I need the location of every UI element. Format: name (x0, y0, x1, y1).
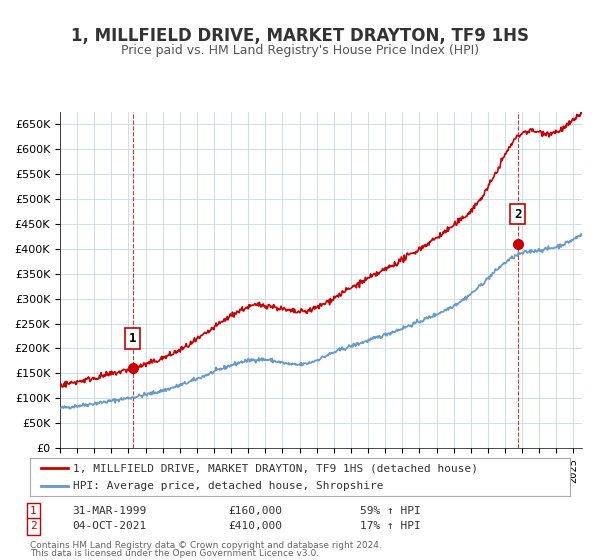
Text: 59% ↑ HPI: 59% ↑ HPI (360, 506, 421, 516)
Text: £160,000: £160,000 (228, 506, 282, 516)
Text: 1: 1 (30, 506, 37, 516)
Text: 17% ↑ HPI: 17% ↑ HPI (360, 521, 421, 531)
Text: 2: 2 (514, 208, 521, 221)
Text: Contains HM Land Registry data © Crown copyright and database right 2024.: Contains HM Land Registry data © Crown c… (30, 541, 382, 550)
Text: 1: 1 (129, 332, 136, 345)
Text: 1, MILLFIELD DRIVE, MARKET DRAYTON, TF9 1HS: 1, MILLFIELD DRIVE, MARKET DRAYTON, TF9 … (71, 27, 529, 45)
Text: £410,000: £410,000 (228, 521, 282, 531)
Text: 04-OCT-2021: 04-OCT-2021 (72, 521, 146, 531)
Text: 2: 2 (30, 521, 37, 531)
Text: 1, MILLFIELD DRIVE, MARKET DRAYTON, TF9 1HS (detached house): 1, MILLFIELD DRIVE, MARKET DRAYTON, TF9 … (73, 463, 478, 473)
Text: HPI: Average price, detached house, Shropshire: HPI: Average price, detached house, Shro… (73, 481, 384, 491)
Text: This data is licensed under the Open Government Licence v3.0.: This data is licensed under the Open Gov… (30, 549, 319, 558)
Text: 31-MAR-1999: 31-MAR-1999 (72, 506, 146, 516)
Text: Price paid vs. HM Land Registry's House Price Index (HPI): Price paid vs. HM Land Registry's House … (121, 44, 479, 57)
